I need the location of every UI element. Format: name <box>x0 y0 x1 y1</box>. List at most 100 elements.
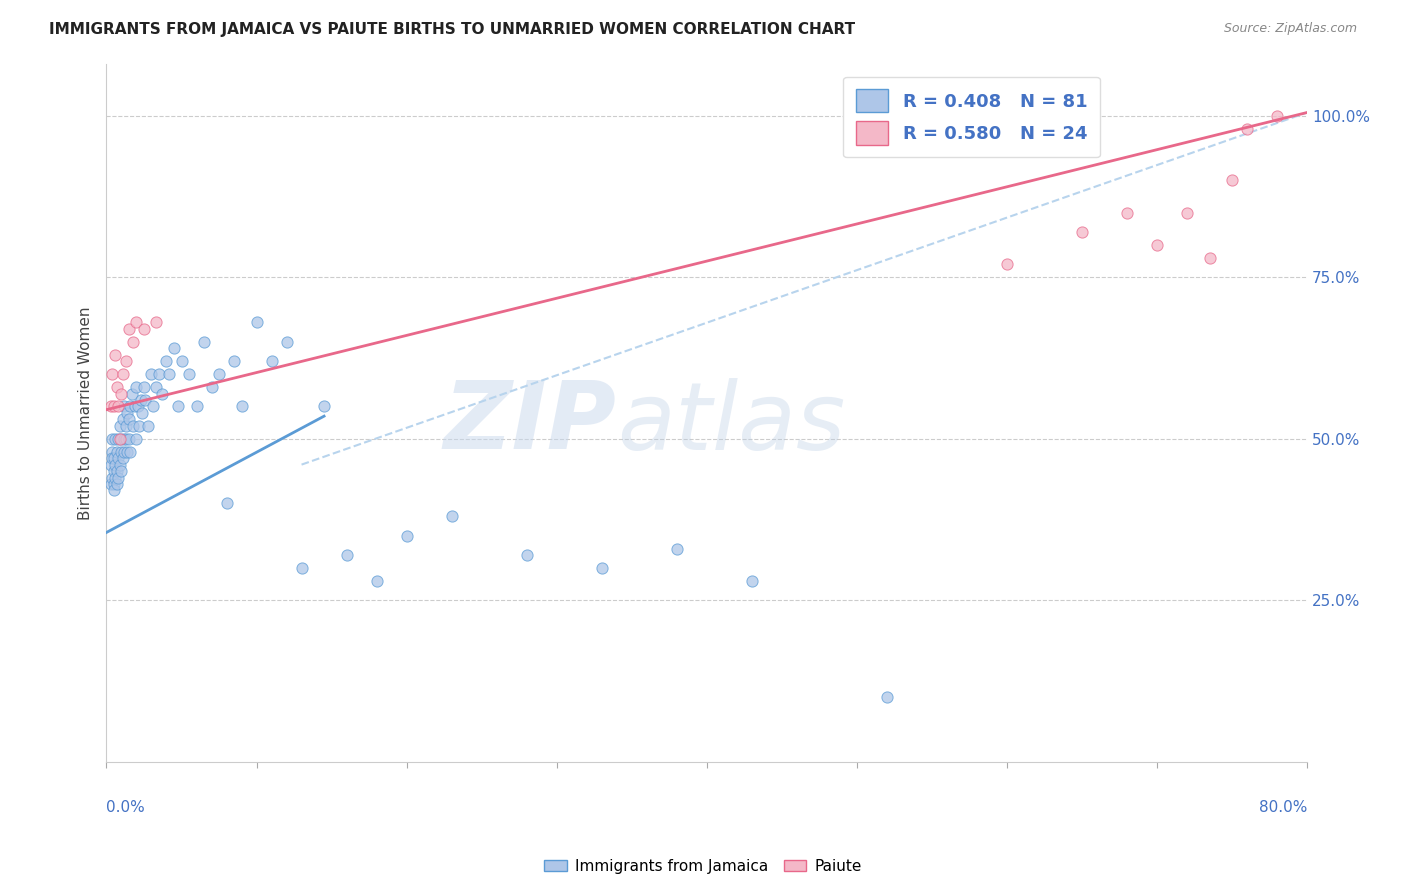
Point <box>115 354 138 368</box>
Point <box>995 257 1018 271</box>
Point <box>107 432 129 446</box>
Point <box>132 380 155 394</box>
Point <box>145 380 167 394</box>
Point <box>118 432 141 446</box>
Point <box>516 548 538 562</box>
Point <box>124 400 146 414</box>
Point <box>260 354 283 368</box>
Text: 0.0%: 0.0% <box>107 800 145 815</box>
Point <box>121 386 143 401</box>
Point <box>105 380 128 394</box>
Point <box>440 509 463 524</box>
Point <box>134 392 156 407</box>
Point <box>142 400 165 414</box>
Point <box>111 412 134 426</box>
Point <box>107 400 129 414</box>
Point <box>141 367 163 381</box>
Point <box>159 367 181 381</box>
Point <box>120 444 142 458</box>
Point <box>132 322 155 336</box>
Point <box>101 432 124 446</box>
Point <box>103 464 125 478</box>
Point <box>114 432 136 446</box>
Point <box>120 400 142 414</box>
Point <box>104 458 127 472</box>
Point <box>114 444 136 458</box>
Text: ZIP: ZIP <box>444 377 617 469</box>
Point <box>100 400 122 414</box>
Point <box>103 483 125 498</box>
Point <box>245 316 267 330</box>
Text: Source: ZipAtlas.com: Source: ZipAtlas.com <box>1223 22 1357 36</box>
Point <box>118 322 141 336</box>
Point <box>127 400 149 414</box>
Point <box>336 548 359 562</box>
Point <box>312 400 335 414</box>
Point <box>177 367 200 381</box>
Point <box>117 406 139 420</box>
Point <box>110 444 132 458</box>
Point <box>591 561 613 575</box>
Point <box>741 574 763 588</box>
Point <box>105 444 128 458</box>
Point <box>186 400 208 414</box>
Point <box>103 400 125 414</box>
Point <box>138 418 160 433</box>
Point <box>167 400 190 414</box>
Text: 80.0%: 80.0% <box>1258 800 1308 815</box>
Point <box>125 432 148 446</box>
Point <box>115 418 138 433</box>
Point <box>107 470 129 484</box>
Point <box>105 464 128 478</box>
Point <box>122 418 145 433</box>
Point <box>1071 225 1094 239</box>
Point <box>110 464 132 478</box>
Legend: R = 0.408   N = 81, R = 0.580   N = 24: R = 0.408 N = 81, R = 0.580 N = 24 <box>844 77 1099 157</box>
Point <box>108 458 131 472</box>
Point <box>222 354 245 368</box>
Point <box>290 561 312 575</box>
Point <box>366 574 388 588</box>
Point <box>128 418 150 433</box>
Point <box>1265 109 1288 123</box>
Point <box>118 412 141 426</box>
Point <box>1116 205 1139 219</box>
Point <box>114 400 136 414</box>
Point <box>193 334 215 349</box>
Point <box>117 444 139 458</box>
Point <box>108 432 131 446</box>
Point <box>104 348 127 362</box>
Point <box>1236 121 1258 136</box>
Point <box>105 477 128 491</box>
Point <box>876 690 898 705</box>
Point <box>104 432 127 446</box>
Point <box>148 367 170 381</box>
Point <box>115 432 138 446</box>
Point <box>101 444 124 458</box>
Point <box>395 529 418 543</box>
Point <box>1198 251 1220 265</box>
Point <box>131 406 153 420</box>
Point <box>200 380 222 394</box>
Point <box>100 477 122 491</box>
Text: IMMIGRANTS FROM JAMAICA VS PAIUTE BIRTHS TO UNMARRIED WOMEN CORRELATION CHART: IMMIGRANTS FROM JAMAICA VS PAIUTE BIRTHS… <box>49 22 855 37</box>
Legend: Immigrants from Jamaica, Paiute: Immigrants from Jamaica, Paiute <box>538 853 868 880</box>
Point <box>100 458 122 472</box>
Point <box>163 341 186 355</box>
Point <box>104 470 127 484</box>
Point <box>1220 173 1243 187</box>
Point <box>1175 205 1198 219</box>
Point <box>276 334 298 349</box>
Y-axis label: Births to Unmarried Women: Births to Unmarried Women <box>79 306 93 520</box>
Point <box>111 367 134 381</box>
Point <box>101 470 124 484</box>
Text: atlas: atlas <box>617 378 845 469</box>
Point <box>145 316 167 330</box>
Point <box>107 451 129 466</box>
Point <box>155 354 177 368</box>
Point <box>108 418 131 433</box>
Point <box>103 477 125 491</box>
Point <box>103 451 125 466</box>
Point <box>125 316 148 330</box>
Point <box>150 386 173 401</box>
